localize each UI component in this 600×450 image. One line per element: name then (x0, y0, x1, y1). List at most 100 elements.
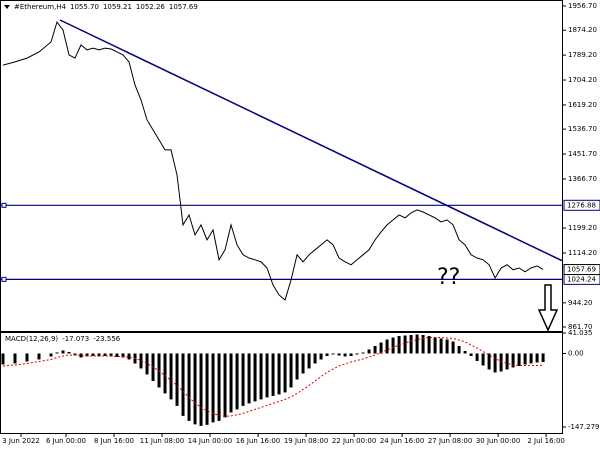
macd-bar (211, 353, 215, 423)
macd-bar (481, 353, 485, 366)
macd-bar (511, 353, 515, 368)
macd-bar (229, 353, 233, 413)
x-tick-label: 14 Jun 00:00 (188, 437, 232, 445)
macd-bar (445, 339, 449, 354)
macd-bar (109, 353, 113, 357)
x-tick-label: 3 Jun 2022 (2, 437, 40, 445)
macd-bar (313, 353, 317, 364)
macd-bar (343, 353, 347, 357)
macd-bar (247, 353, 251, 404)
macd-bar (421, 335, 425, 354)
macd-bar (145, 353, 149, 375)
macd-bar (349, 353, 353, 356)
x-tick-label: 2 Jul 16:00 (527, 437, 565, 445)
macd-bar (433, 337, 437, 354)
macd-bar (283, 353, 287, 393)
ohlc-value: 1052.26 (136, 3, 165, 11)
y-tick-label: 0.00 (568, 349, 584, 357)
x-tick-label: 19 Jun 08:00 (284, 437, 328, 445)
macd-bar (235, 353, 239, 410)
level-marker (1, 276, 7, 282)
macd-bar (499, 353, 503, 372)
macd-bar (523, 353, 527, 365)
price-line (2, 20, 544, 301)
macd-bar (427, 336, 431, 354)
macd-bar (1, 353, 5, 365)
chart-header: #Ethereum,H4 1055.70 1059.21 1052.26 1057.69 (14, 3, 198, 11)
macd-bar (259, 353, 263, 400)
macd-bar (535, 353, 539, 363)
macd-bar (79, 353, 83, 358)
macd-bar (361, 352, 365, 354)
macd-bar (451, 341, 455, 354)
macd-bar (37, 353, 41, 360)
macd-bar (67, 351, 71, 354)
x-tick-label: 8 Jun 16:00 (94, 437, 134, 445)
macd-bar (49, 353, 53, 357)
macd-bar (325, 353, 329, 356)
macd-bar (181, 353, 185, 416)
y-tick-label: 861.70 (568, 323, 593, 331)
trend-line (59, 19, 563, 262)
macd-bar (469, 353, 473, 356)
macd-bar (121, 353, 125, 358)
indicator-value: -17.073 (62, 335, 89, 343)
x-tick-label: 6 Jun 00:00 (46, 437, 86, 445)
menu-triangle (4, 5, 10, 9)
y-tick-label: 41.035 (568, 329, 593, 337)
indicator-name: MACD(12,26,9) (5, 335, 58, 343)
macd-bar (241, 353, 245, 406)
macd-bar (439, 338, 443, 354)
macd-bar (193, 353, 197, 425)
macd-bar (253, 353, 257, 402)
macd-panel-border (0, 332, 563, 434)
macd-bar (307, 353, 311, 369)
x-tick-label: 16 Jun 16:00 (236, 437, 280, 445)
macd-bar (205, 353, 209, 425)
macd-bar (415, 334, 419, 354)
macd-bar (409, 335, 413, 354)
macd-bar (103, 353, 107, 356)
macd-bar (175, 353, 179, 406)
macd-bar (13, 353, 17, 364)
indicator-header: MACD(12,26,9) -17.073 -23.556 (5, 335, 121, 343)
y-tick-label: -147.279 (568, 423, 599, 431)
y-tick-label: 1366.70 (568, 175, 597, 183)
macd-bar (367, 349, 371, 354)
x-tick-label: 30 Jun 00:00 (476, 437, 520, 445)
y-tick-label: 1451.70 (568, 150, 597, 158)
symbol: #Ethereum,H4 (14, 3, 67, 11)
macd-bar (541, 353, 545, 363)
macd-bar (493, 353, 497, 373)
macd-bar (289, 353, 293, 388)
macd-bar (517, 353, 521, 366)
x-tick-label: 22 Jun 00:00 (332, 437, 376, 445)
macd-bar (115, 353, 119, 357)
y-tick-label: 1114.20 (568, 249, 597, 257)
y-tick-label: 1874.20 (568, 26, 597, 34)
macd-bar (487, 353, 491, 370)
macd-bar (475, 353, 479, 361)
macd-bar (187, 353, 191, 421)
macd-bar (163, 353, 167, 394)
y-tick-label: 1956.70 (568, 2, 597, 10)
level-marker (1, 202, 7, 208)
macd-bar (403, 335, 407, 354)
last-price-label: 1057.69 (567, 266, 596, 274)
macd-bar (217, 353, 221, 421)
macd-bar (295, 353, 299, 380)
macd-bar (505, 353, 509, 370)
macd-bar (199, 353, 203, 426)
y-tick-label: 944.20 (568, 299, 593, 307)
macd-bar (457, 345, 461, 354)
macd-bar (463, 350, 467, 354)
macd-bar (169, 353, 173, 400)
macd-bar (25, 353, 29, 362)
y-tick-label: 1536.70 (568, 125, 597, 133)
macd-bar (223, 353, 227, 418)
level-label: 1276.88 (567, 201, 596, 209)
macd-bar (337, 353, 341, 356)
